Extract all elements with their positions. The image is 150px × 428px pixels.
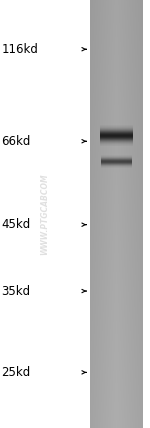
Text: 66kd: 66kd [2,135,31,148]
Text: 45kd: 45kd [2,218,31,231]
Text: 25kd: 25kd [2,366,31,379]
Text: 116kd: 116kd [2,43,38,56]
Text: WWW.PTGCABCOM: WWW.PTGCABCOM [40,173,50,255]
Text: 35kd: 35kd [2,285,31,297]
